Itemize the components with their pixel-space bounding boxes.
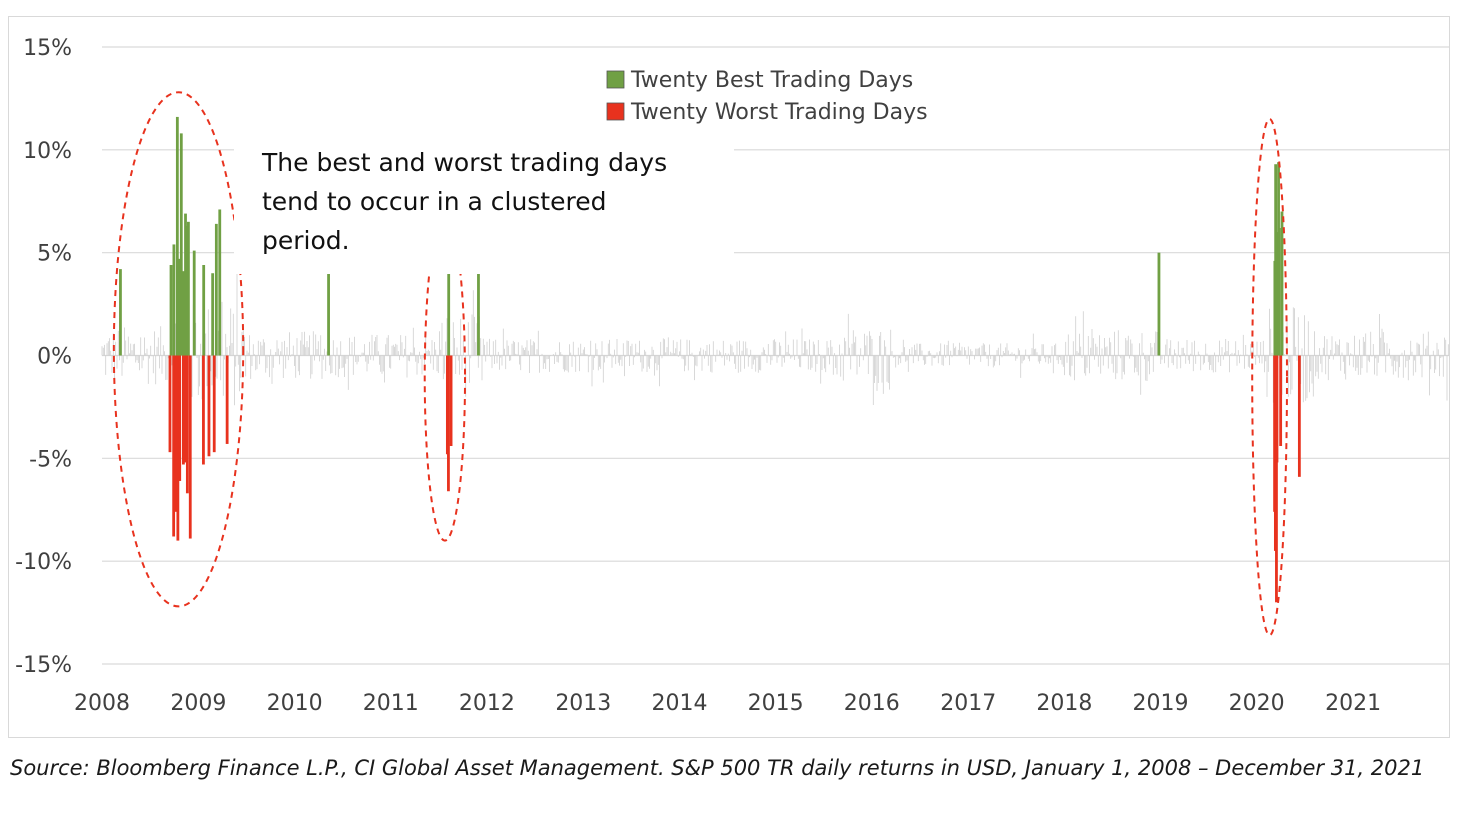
best-day-bar: [211, 273, 215, 356]
y-tick-label: 10%: [23, 139, 72, 164]
annotation-line-2: tend to occur in a clustered: [262, 187, 606, 216]
worst-day-bar: [176, 355, 180, 541]
worst-day-bar: [188, 355, 192, 539]
worst-day-bar: [174, 355, 178, 512]
best-day-bar: [172, 244, 176, 356]
y-tick-label: -15%: [15, 653, 72, 678]
best-day-bar: [1277, 227, 1281, 356]
annotation-background: [234, 144, 734, 274]
x-axis: 2008 2009 2010 2011 2012 2013 2014 2015 2016 2017…: [74, 691, 1381, 716]
legend-label-worst: Twenty Worst Trading Days: [630, 100, 928, 125]
chart-frame: 15% 10% 5% 0% -5% -10% -15% 2008 2009 2010 2011 20…: [8, 16, 1450, 738]
x-tick-label: 2018: [1036, 691, 1092, 716]
worst-day-bar: [447, 355, 450, 492]
worst-day-bar: [168, 355, 172, 453]
worst-day-bar: [182, 355, 186, 459]
best-days-bars: [119, 116, 1284, 356]
best-day-bar: [1280, 211, 1284, 356]
best-day-bar: [327, 265, 330, 356]
y-axis: 15% 10% 5% 0% -5% -10% -15%: [15, 36, 72, 678]
best-day-bar: [1157, 252, 1161, 356]
best-day-bar: [175, 116, 179, 356]
best-day-bar: [187, 221, 190, 356]
worst-day-bar: [225, 355, 229, 444]
y-tick-label: -10%: [15, 550, 72, 575]
best-day-bar: [181, 271, 185, 356]
best-day-bar: [179, 133, 183, 356]
best-day-bar: [218, 209, 222, 356]
returns-chart: 15%10%5%0%-5%-10%-15% 2008 2009 2010 2011 20…: [15, 36, 1449, 716]
worst-day-bar: [1279, 355, 1283, 446]
worst-day-bar: [202, 355, 205, 465]
best-day-bar: [184, 213, 187, 356]
x-tick-label: 2008: [74, 691, 130, 716]
best-day-bar: [1275, 232, 1279, 356]
worst-day-bar: [212, 355, 216, 453]
y-tick-label: 15%: [23, 36, 72, 61]
best-day-bar: [447, 258, 451, 356]
cluster-ellipse: [112, 91, 245, 608]
x-tick-label: 2014: [651, 691, 707, 716]
background-return-lines: [101, 260, 1449, 409]
y-tick-label: 5%: [37, 242, 72, 267]
annotation-line-1: The best and worst trading days: [261, 148, 667, 177]
best-day-bar: [202, 265, 206, 356]
x-tick-label: 2012: [459, 691, 515, 716]
annotation-line-3: period.: [262, 226, 350, 255]
x-tick-label: 2015: [748, 691, 804, 716]
best-day-bar: [192, 250, 196, 356]
best-day-bar: [119, 269, 122, 356]
legend-label-best: Twenty Best Trading Days: [630, 68, 913, 93]
cluster-ellipse: [423, 212, 467, 542]
y-tick-label: -5%: [29, 447, 72, 472]
x-tick-label: 2019: [1133, 691, 1189, 716]
legend-background: [594, 62, 959, 132]
worst-day-bar: [1275, 355, 1278, 603]
daily-returns-background: [101, 260, 1449, 409]
worst-day-bar: [1275, 355, 1279, 463]
x-tick-label: 2011: [363, 691, 419, 716]
worst-day-bar: [449, 355, 453, 446]
legend-swatch-worst: [606, 102, 625, 121]
x-tick-label: 2016: [844, 691, 900, 716]
cluster-highlights: [112, 91, 1288, 637]
cluster-ellipse: [1251, 117, 1288, 637]
source-note: Source: Bloomberg Finance L.P., CI Globa…: [10, 756, 1425, 780]
x-tick-label: 2020: [1229, 691, 1285, 716]
legend-swatch-best: [606, 70, 625, 89]
y-tick-label: 0%: [37, 345, 72, 370]
x-tick-label: 2009: [170, 691, 226, 716]
worst-day-bar: [172, 355, 176, 537]
best-day-bar: [169, 265, 173, 356]
worst-day-bar: [185, 355, 189, 494]
annotation: The best and worst trading days tend to …: [261, 148, 675, 255]
worst-day-bar: [1297, 355, 1301, 477]
legend: Twenty Best Trading Days Twenty Worst Tr…: [594, 62, 959, 132]
best-day-bar: [214, 223, 218, 356]
worst-days-bars: [168, 355, 1301, 603]
worst-day-bar: [178, 355, 182, 481]
worst-day-bar: [183, 355, 187, 463]
x-tick-label: 2021: [1325, 691, 1381, 716]
best-day-bar: [477, 267, 480, 356]
x-tick-label: 2010: [267, 691, 323, 716]
best-day-bar: [177, 258, 181, 356]
x-tick-label: 2017: [940, 691, 996, 716]
worst-day-bar: [207, 355, 211, 457]
x-tick-label: 2013: [555, 691, 611, 716]
